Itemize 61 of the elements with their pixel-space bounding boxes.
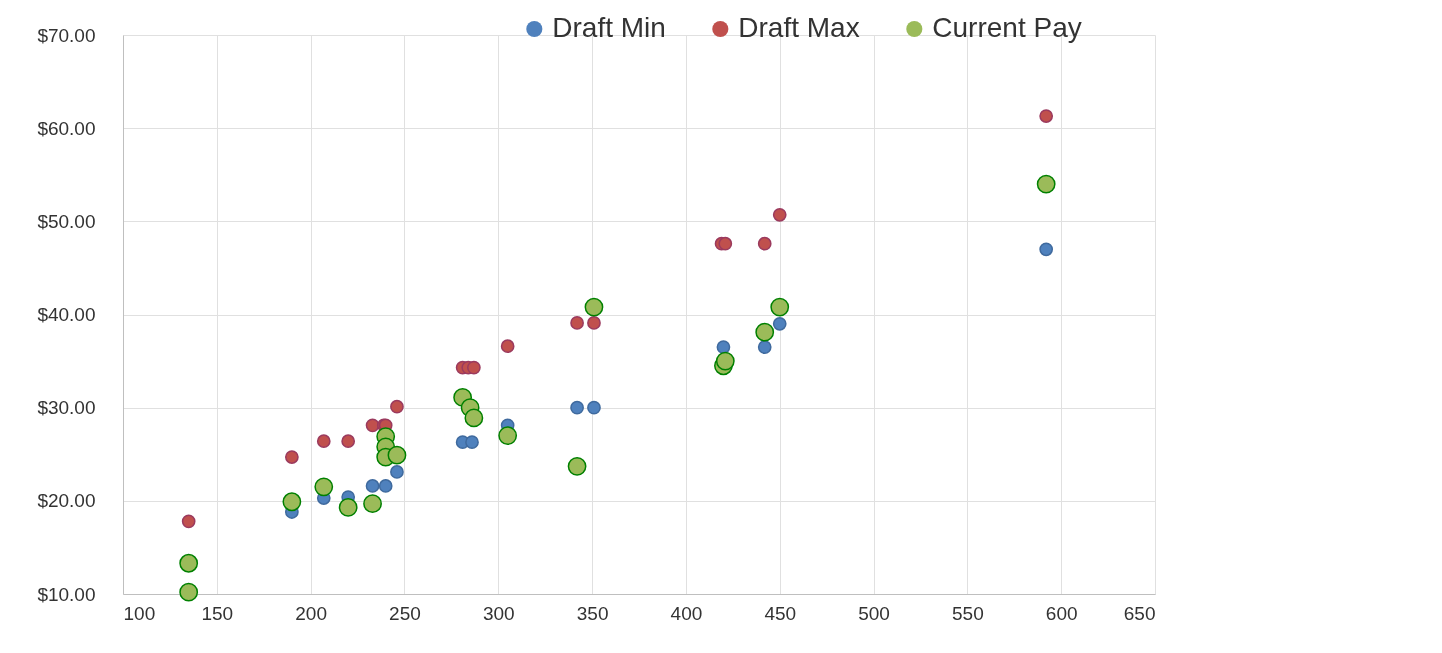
point: [387, 445, 407, 465]
point: [757, 236, 772, 251]
y-tick-label: $70.00: [37, 24, 96, 46]
y-tick-label: $30.00: [37, 397, 96, 419]
point: [587, 316, 601, 330]
y-tick-label: $20.00: [37, 490, 96, 512]
point: [570, 400, 584, 415]
point: [1039, 242, 1054, 257]
point: [316, 434, 331, 449]
point: [716, 340, 731, 354]
point: [715, 351, 735, 371]
x-tick-label: 400: [670, 602, 703, 624]
x-tick-label: 650: [1123, 602, 1156, 624]
x-tick-label: 550: [952, 602, 984, 624]
x-tick-label: 500: [858, 602, 890, 624]
x-tick-label: 250: [389, 602, 421, 624]
x-tick-label: 150: [201, 602, 234, 624]
point: [467, 360, 481, 375]
point: [179, 553, 199, 573]
x-tick-label: 600: [1045, 602, 1078, 624]
point: [770, 297, 790, 317]
x-tick-label: 200: [295, 602, 327, 624]
point: [365, 479, 380, 493]
legend-label: Draft Max: [738, 12, 860, 43]
x-tick-label: 350: [576, 602, 609, 624]
point: [285, 450, 299, 464]
point: [718, 236, 733, 251]
point: [772, 207, 787, 222]
point: [757, 340, 772, 354]
point: [378, 479, 393, 493]
point: [363, 494, 382, 514]
y-tick-label: $50.00: [37, 210, 96, 232]
x-tick-label: 300: [482, 602, 515, 624]
point: [772, 316, 787, 331]
point: [341, 434, 356, 449]
point: [1036, 174, 1056, 194]
x-tick-label: 450: [764, 602, 797, 624]
legend-label: Draft Min: [552, 12, 666, 43]
y-tick-label: $10.00: [37, 583, 96, 605]
point: [587, 400, 601, 415]
point: [338, 497, 358, 517]
point: [282, 492, 302, 512]
point: [567, 456, 587, 476]
point: [390, 465, 404, 479]
y-tick-label: $60.00: [37, 117, 96, 139]
point: [570, 316, 584, 330]
point: [584, 297, 604, 317]
point: [365, 418, 380, 433]
point: [755, 322, 775, 342]
point: [1039, 109, 1054, 123]
point: [465, 435, 479, 449]
point: [179, 582, 199, 602]
point: [390, 399, 404, 414]
point: [464, 408, 484, 428]
point: [181, 514, 196, 529]
legend-label: Current Pay: [932, 12, 1082, 43]
x-tick-label: 100: [123, 602, 156, 624]
point: [498, 426, 518, 446]
point: [500, 339, 515, 354]
point: [314, 477, 334, 497]
y-tick-label: $40.00: [37, 304, 96, 325]
